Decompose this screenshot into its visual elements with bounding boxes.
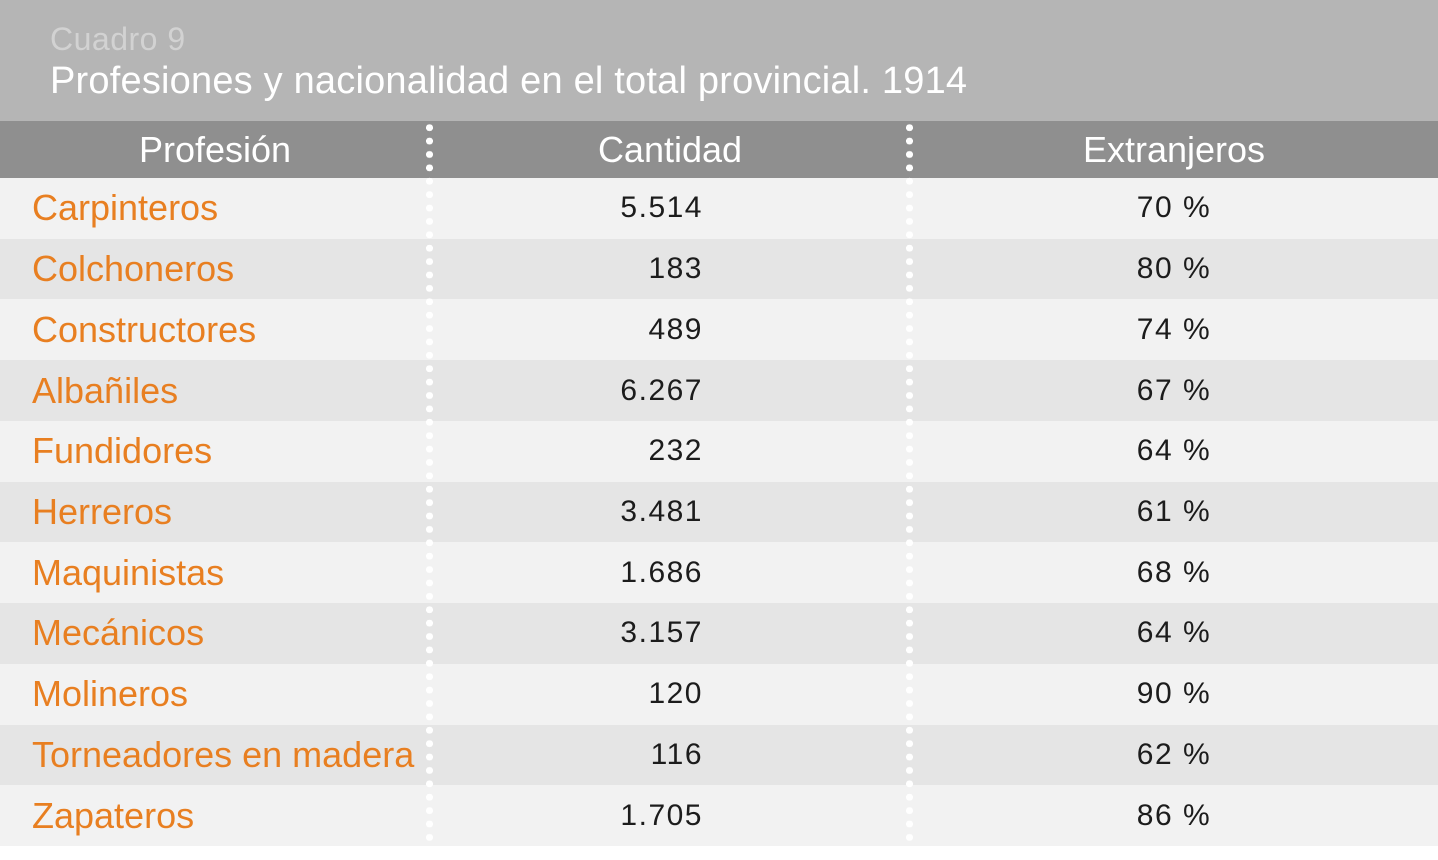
profession-cell: Fundidores <box>32 430 213 472</box>
profession-cell: Constructores <box>32 308 257 350</box>
table-row: Fundidores 232 64 % <box>0 420 1438 482</box>
table-row: Zapateros 1.705 86 % <box>0 785 1438 846</box>
column-separator-dotted <box>905 121 914 846</box>
quantity-cell: 1.686 <box>620 555 703 589</box>
column-header-row: Profesión Cantidad Extranjeros <box>0 121 1438 178</box>
table-row: Mecánicos 3.157 64 % <box>0 603 1438 664</box>
column-header-profesion: Profesión <box>138 128 292 170</box>
table-body: Carpinteros 5.514 70 % Colchoneros 183 8… <box>0 178 1438 846</box>
profession-cell: Herreros <box>32 490 173 532</box>
title-band: Cuadro 9 Profesiones y nacionalidad en e… <box>0 0 1438 121</box>
quantity-cell: 1.705 <box>620 798 703 832</box>
foreigners-pct-cell: 67 % <box>1136 373 1212 407</box>
quantity-cell: 120 <box>648 677 703 711</box>
profession-cell: Mecánicos <box>32 612 205 654</box>
table-row: Carpinteros 5.514 70 % <box>0 178 1438 239</box>
foreigners-pct-cell: 70 % <box>1136 191 1212 225</box>
column-header-cantidad: Cantidad <box>597 128 743 170</box>
quantity-cell: 3.157 <box>620 616 703 650</box>
table-row: Constructores 489 74 % <box>0 299 1438 361</box>
table-title: Profesiones y nacionalidad en el total p… <box>50 59 968 102</box>
quantity-cell: 3.481 <box>620 494 703 528</box>
table-number-label: Cuadro 9 <box>50 20 186 57</box>
profession-cell: Carpinteros <box>32 187 219 229</box>
profession-cell: Maquinistas <box>32 551 225 593</box>
column-header-extranjeros: Extranjeros <box>1082 128 1266 170</box>
foreigners-pct-cell: 61 % <box>1136 494 1212 528</box>
foreigners-pct-cell: 68 % <box>1136 555 1212 589</box>
table-row: Molineros 120 90 % <box>0 663 1438 725</box>
foreigners-pct-cell: 90 % <box>1136 677 1212 711</box>
table-row: Colchoneros 183 80 % <box>0 238 1438 300</box>
foreigners-pct-cell: 64 % <box>1136 434 1212 468</box>
table-row: Maquinistas 1.686 68 % <box>0 542 1438 604</box>
table-row: Herreros 3.481 61 % <box>0 481 1438 543</box>
quantity-cell: 183 <box>648 252 703 286</box>
column-separator-dotted <box>425 121 434 846</box>
profession-cell: Colchoneros <box>32 248 235 290</box>
profession-cell: Albañiles <box>32 369 179 411</box>
foreigners-pct-cell: 74 % <box>1136 312 1212 346</box>
quantity-cell: 116 <box>650 737 703 771</box>
profession-cell: Zapateros <box>32 794 195 836</box>
quantity-cell: 6.267 <box>620 373 703 407</box>
table-row: Torneadores en madera 116 62 % <box>0 724 1438 786</box>
foreigners-pct-cell: 62 % <box>1136 737 1212 771</box>
foreigners-pct-cell: 64 % <box>1136 616 1212 650</box>
quantity-cell: 232 <box>648 434 703 468</box>
foreigners-pct-cell: 86 % <box>1136 798 1212 832</box>
foreigners-pct-cell: 80 % <box>1136 252 1212 286</box>
table-row: Albañiles 6.267 67 % <box>0 360 1438 421</box>
profession-cell: Torneadores en madera <box>32 733 415 775</box>
quantity-cell: 489 <box>648 312 703 346</box>
quantity-cell: 5.514 <box>620 191 703 225</box>
profession-cell: Molineros <box>32 673 189 715</box>
